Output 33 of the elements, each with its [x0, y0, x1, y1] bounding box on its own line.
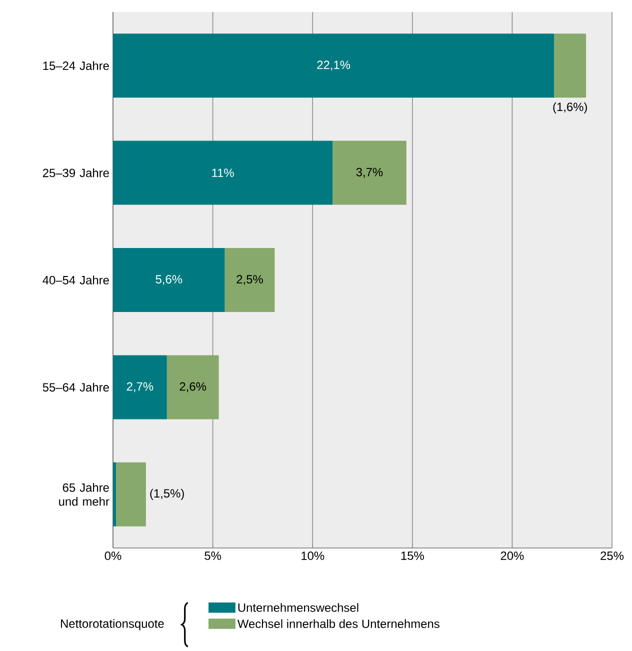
- bar: [113, 462, 116, 526]
- bar: [166, 355, 219, 420]
- data-label: 3,7%: [356, 168, 383, 178]
- y-tick-label: 25–39 Jahre: [42, 168, 109, 178]
- data-label: 5,6%: [156, 275, 182, 285]
- bar: [554, 34, 586, 98]
- x-tick-label: 5%: [204, 552, 222, 560]
- y-tick-label: 15–24 Jahre: [43, 61, 109, 70]
- x-tick-label: 15%: [401, 552, 424, 560]
- bar: [113, 34, 554, 98]
- bar: [113, 140, 333, 205]
- data-label: 2,5%: [236, 275, 263, 285]
- x-tick-label: 25%: [600, 552, 624, 560]
- data-label: (1,6%): [553, 102, 587, 114]
- legend-title: Nettorotationsquote: [61, 619, 164, 630]
- legend-label: Unternehmenswechsel: [238, 603, 358, 612]
- bar: [224, 248, 275, 312]
- bar: [113, 355, 167, 420]
- y-tick-label: 40–54 Jahre: [42, 276, 109, 284]
- bar: [332, 140, 406, 205]
- y-tick-label: 65 Jahre und mehr: [59, 483, 110, 506]
- x-tick-label: 20%: [500, 552, 524, 560]
- data-label: 2,6%: [180, 382, 206, 392]
- bar: [116, 462, 146, 526]
- legend-label: Wechsel innerhalb des Unternehmens: [237, 619, 440, 628]
- data-label: 11%: [212, 168, 234, 177]
- bar: [113, 248, 225, 312]
- data-label: 22,1%: [317, 60, 350, 71]
- x-tick-label: 10%: [302, 552, 324, 560]
- data-label: (1,5%): [150, 488, 184, 500]
- y-tick-label: 55–64 Jahre: [42, 382, 109, 392]
- x-tick-label: 0%: [104, 552, 122, 560]
- data-label: 2,7%: [126, 382, 154, 392]
